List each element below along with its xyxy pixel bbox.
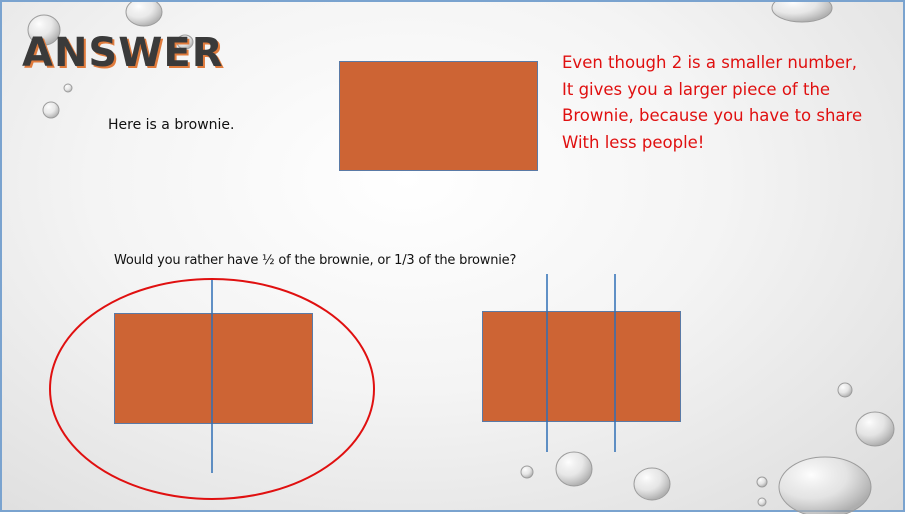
answer-circle [49, 278, 375, 500]
whole-brownie [339, 61, 538, 171]
droplet [778, 456, 872, 514]
third-brownie [482, 311, 681, 422]
slide-title: ANSWER [22, 30, 224, 76]
explanation-text: Even though 2 is a smaller number, It gi… [562, 50, 892, 156]
droplet [837, 382, 853, 398]
droplet [520, 465, 534, 479]
droplet [27, 14, 61, 46]
droplet-group [27, 2, 895, 514]
droplet [63, 83, 73, 93]
droplet [42, 101, 60, 119]
droplet [176, 34, 194, 50]
droplet [757, 497, 767, 507]
droplet [756, 476, 768, 488]
explanation-line: Brownie, because you have to share [562, 106, 863, 125]
explanation-line: Even though 2 is a smaller number, [562, 53, 857, 72]
droplet [855, 411, 895, 447]
explanation-line: It gives you a larger piece of the [562, 79, 831, 99]
question-text: Would you rather have ½ of the brownie, … [114, 253, 517, 268]
droplet [125, 2, 163, 27]
intro-text: Here is a brownie. [108, 117, 235, 133]
half-brownie [114, 313, 313, 424]
droplet [555, 451, 593, 487]
droplet [771, 2, 833, 23]
droplet [633, 467, 671, 501]
explanation-line: With less people! [562, 132, 705, 152]
